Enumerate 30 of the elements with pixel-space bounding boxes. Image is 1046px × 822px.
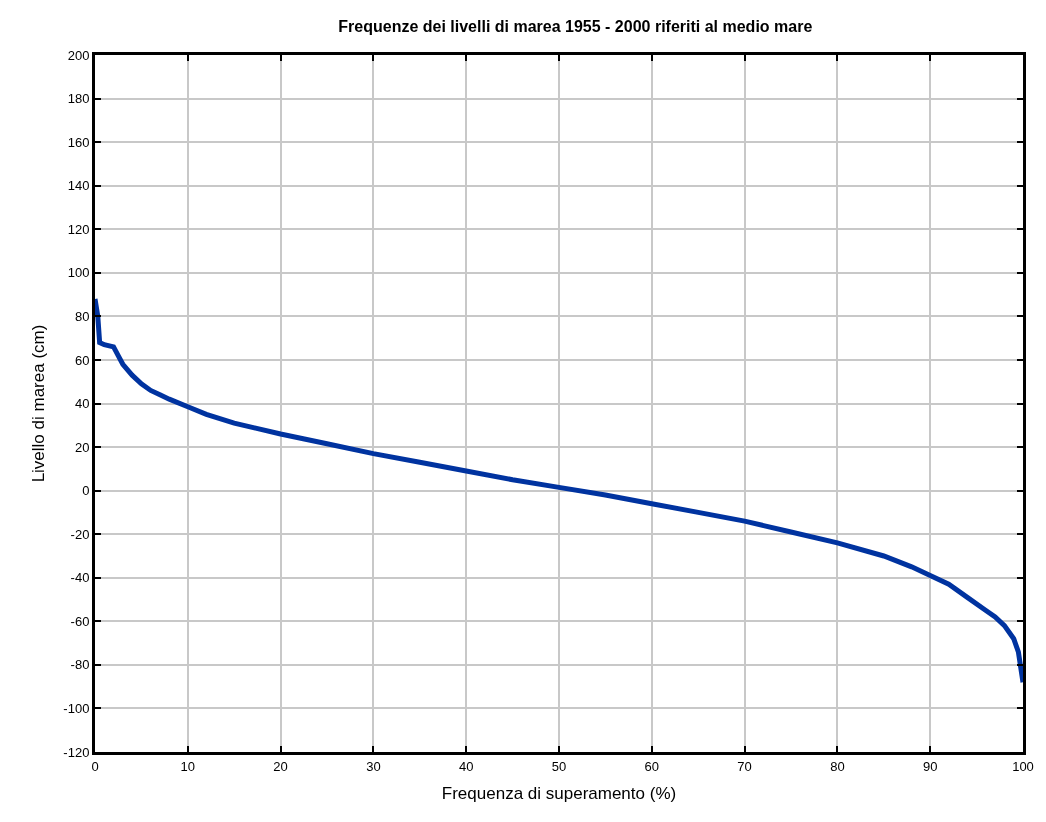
x-tick-label: 10 (180, 758, 196, 774)
x-tick-label: 30 (366, 758, 381, 774)
x-tick-label: 20 (273, 758, 288, 774)
x-tick-label: 50 (551, 758, 567, 774)
x-tick-label: 80 (830, 758, 845, 774)
y-tick-label: 20 (74, 439, 90, 455)
x-tick-label: 70 (737, 758, 752, 774)
y-tick-label: 180 (67, 91, 90, 107)
x-tick-label: 40 (458, 758, 474, 774)
y-tick-label: 100 (67, 265, 90, 281)
y-tick-label: -100 (63, 700, 90, 716)
y-tick-label: 160 (67, 134, 90, 150)
y-tick-label: -40 (70, 570, 90, 586)
y-tick-label: -60 (70, 613, 90, 629)
x-axis-title: Frequenza di superamento (%) (441, 784, 677, 803)
x-tick-label: 100 (1012, 758, 1034, 774)
y-axis-title: Livello di marea (cm) (28, 324, 48, 483)
y-tick-label: 80 (74, 308, 90, 324)
chart-title: Frequenze dei livelli di marea 1955 - 2000 riferiti al medio mare (338, 17, 813, 35)
y-tick-label: 40 (74, 396, 90, 412)
y-tick-label: -20 (70, 526, 90, 542)
y-tick-label: 120 (67, 221, 90, 237)
y-tick-label: 200 (67, 47, 90, 63)
y-tick-label: 0 (82, 483, 90, 499)
x-tick-label: 60 (644, 758, 660, 774)
x-tick-label: 90 (922, 758, 938, 774)
y-tick-label: -120 (63, 744, 90, 760)
y-tick-label: -80 (70, 657, 90, 673)
y-tick-label: 140 (67, 178, 90, 194)
y-tick-label: 60 (74, 352, 90, 368)
